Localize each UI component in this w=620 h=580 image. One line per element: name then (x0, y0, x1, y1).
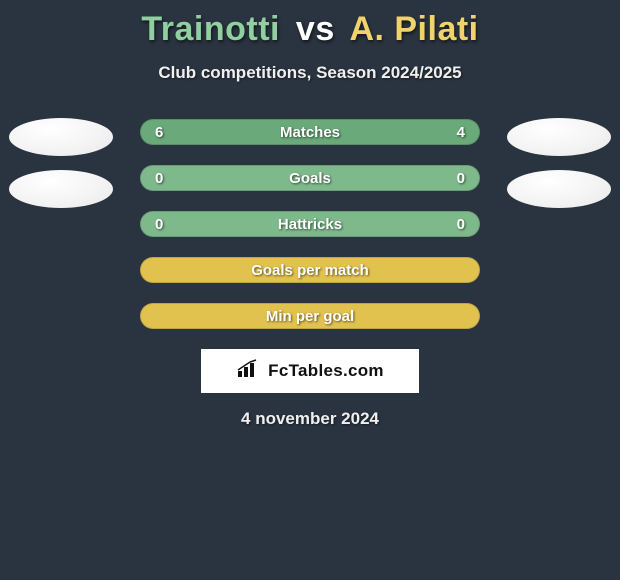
row-mpg-label: Min per goal (141, 308, 479, 325)
bar-chart-icon (236, 359, 268, 384)
vs-separator: vs (296, 10, 335, 48)
page-title: Trainotti vs A. Pilati (0, 10, 620, 49)
row-gpm-label: Goals per match (141, 262, 479, 279)
row-goals: 0 Goals 0 (140, 165, 480, 191)
row-hattricks-left: 0 (155, 216, 163, 233)
row-matches-right: 4 (457, 124, 465, 141)
player1-avatar (9, 118, 113, 156)
row-matches-label: Matches (141, 124, 479, 141)
row-matches-left: 6 (155, 124, 163, 141)
row-matches: 6 Matches 4 (140, 119, 480, 145)
subtitle: Club competitions, Season 2024/2025 (0, 63, 620, 83)
player1-club-avatar (9, 170, 113, 208)
date-text: 4 november 2024 (0, 409, 620, 429)
avatar-column-left (6, 118, 116, 222)
stat-rows: 6 Matches 4 0 Goals 0 0 Hattricks 0 Goal… (140, 119, 480, 329)
row-hattricks-label: Hattricks (141, 216, 479, 233)
player1-name: Trainotti (141, 10, 280, 48)
player2-club-avatar (507, 170, 611, 208)
row-goals-right: 0 (457, 170, 465, 187)
row-goals-per-match: Goals per match (140, 257, 480, 283)
row-goals-label: Goals (141, 170, 479, 187)
row-min-per-goal: Min per goal (140, 303, 480, 329)
row-hattricks: 0 Hattricks 0 (140, 211, 480, 237)
logo-box: FcTables.com (201, 349, 419, 393)
row-hattricks-right: 0 (457, 216, 465, 233)
logo-text: FcTables.com (268, 361, 384, 381)
avatar-column-right (504, 118, 614, 222)
comparison-card: Trainotti vs A. Pilati Club competitions… (0, 0, 620, 580)
player2-avatar (507, 118, 611, 156)
row-goals-left: 0 (155, 170, 163, 187)
player2-name: A. Pilati (349, 10, 478, 48)
